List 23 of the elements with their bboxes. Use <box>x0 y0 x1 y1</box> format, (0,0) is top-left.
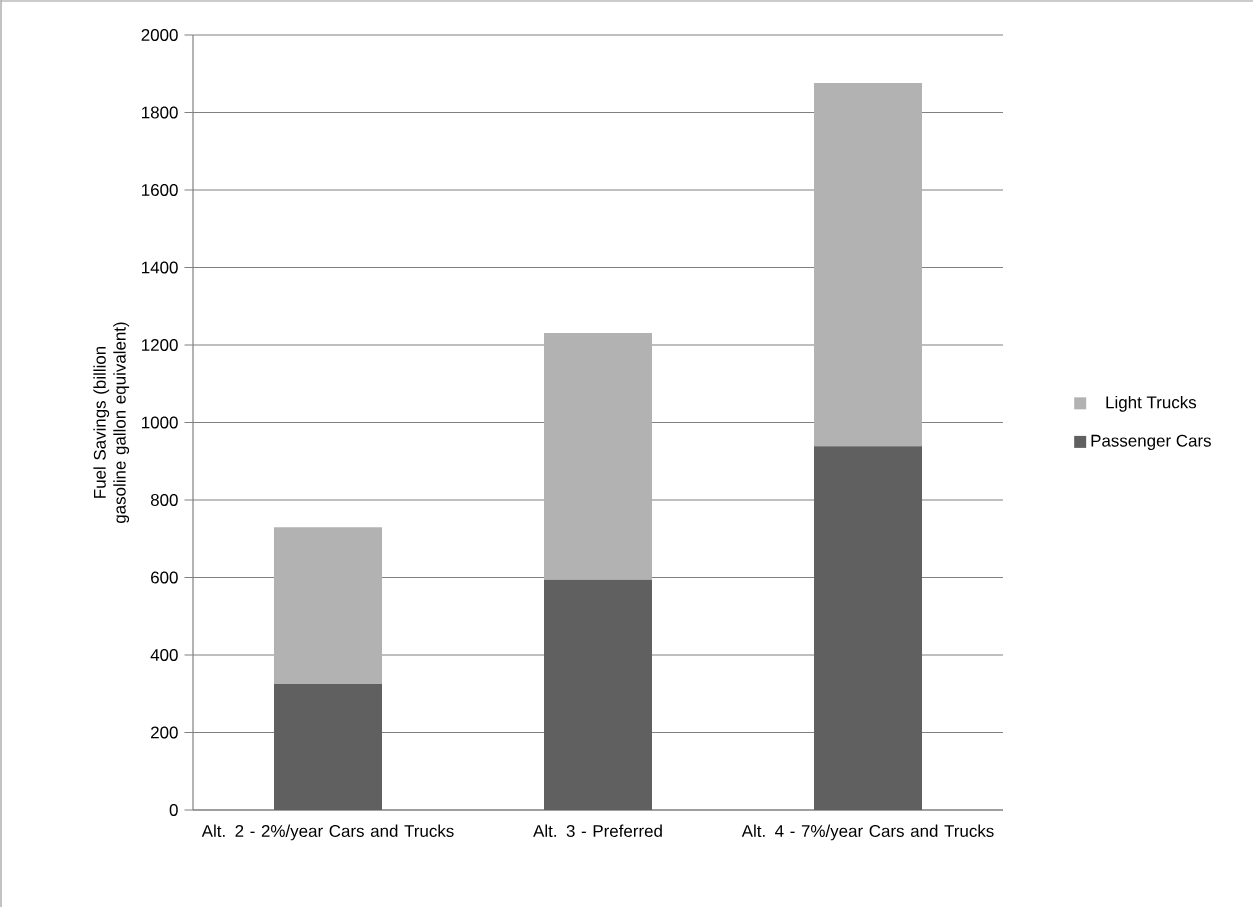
y-tick-label: 1200 <box>142 339 178 351</box>
y-tick-label: 400 <box>150 649 178 661</box>
bar <box>544 332 653 580</box>
y-tick-label: 200 <box>151 726 178 739</box>
y-tick-label: 600 <box>151 571 178 584</box>
bar <box>274 684 382 810</box>
x-tick-label: Alt. 4 - 7%/year Cars and Trucks <box>741 824 994 841</box>
bar <box>544 579 653 810</box>
x-tick-label: Alt. 2 - 2%/year Cars and Trucks <box>201 824 454 841</box>
y-tick-label: 1000 <box>142 416 178 429</box>
bar <box>274 527 382 685</box>
y-tick-label: 1600 <box>142 184 178 196</box>
bar <box>814 446 923 810</box>
legend-label: Light Trucks <box>1106 395 1197 412</box>
y-tick-label: 2000 <box>141 29 178 41</box>
y-tick-label: 1800 <box>142 106 178 119</box>
bar <box>814 83 923 447</box>
y-tick-label: 0 <box>169 804 178 816</box>
y-tick-label: 1400 <box>142 261 178 274</box>
x-tick-label: Alt. 3 - Preferred <box>533 824 662 837</box>
y-axis-title: Fuel Savings (billion gasoline gallon equivalent) <box>93 322 130 523</box>
legend-label: Passenger Cars <box>1091 434 1211 451</box>
y-tick-label: 800 <box>150 494 178 506</box>
